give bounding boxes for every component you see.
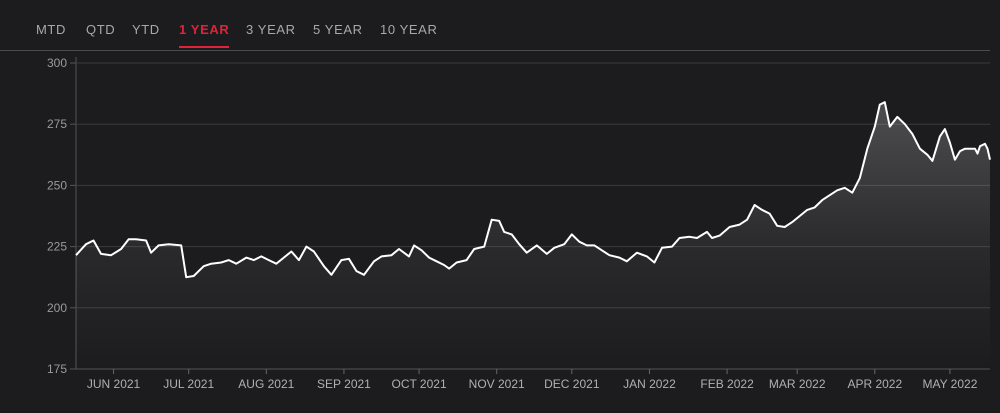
x-axis: JUN 2021 JUL 2021 AUG 2021 SEP 2021 OCT 2021…	[87, 377, 978, 391]
x-tick-label: JAN 2022	[623, 377, 676, 391]
tab-ytd[interactable]: YTD	[132, 22, 160, 37]
y-tick-label: 225	[47, 240, 67, 254]
x-tick-label: APR 2022	[847, 377, 902, 391]
x-tick-label: AUG 2021	[238, 377, 294, 391]
series-area	[76, 102, 990, 369]
tab-qtd[interactable]: QTD	[86, 22, 116, 37]
y-tick-label: 175	[47, 362, 67, 376]
y-axis: 175 200 225 250 275 300	[47, 56, 67, 376]
x-tick-label: OCT 2021	[391, 377, 446, 391]
tab-1-year[interactable]: 1 YEAR	[179, 22, 230, 48]
tab-mtd[interactable]: MTD	[36, 22, 66, 37]
x-tick-label: MAR 2022	[769, 377, 826, 391]
y-tick-label: 300	[47, 56, 67, 70]
series-line	[75, 101, 991, 279]
y-tick-label: 275	[47, 117, 67, 131]
tab-3-year[interactable]: 3 YEAR	[246, 22, 296, 37]
y-tick-label: 200	[47, 301, 67, 315]
x-tick-label: JUL 2021	[163, 377, 214, 391]
price-chart[interactable]: 175 200 225 250 275 300 JUN 2021 JUL 2021 AUG 2…	[0, 50, 1000, 413]
x-tick-label: MAY 2022	[922, 377, 977, 391]
x-tick-label: SEP 2021	[317, 377, 371, 391]
x-tick-label: NOV 2021	[469, 377, 525, 391]
y-tick-label: 250	[47, 178, 67, 192]
tab-10-year[interactable]: 10 YEAR	[380, 22, 438, 37]
x-tick-label: DEC 2021	[544, 377, 600, 391]
x-tick-label: FEB 2022	[700, 377, 754, 391]
x-tick-label: JUN 2021	[87, 377, 141, 391]
time-range-tabs: MTD QTD YTD 1 YEAR 3 YEAR 5 YEAR 10 YEAR	[0, 0, 990, 51]
tab-5-year[interactable]: 5 YEAR	[313, 22, 363, 37]
